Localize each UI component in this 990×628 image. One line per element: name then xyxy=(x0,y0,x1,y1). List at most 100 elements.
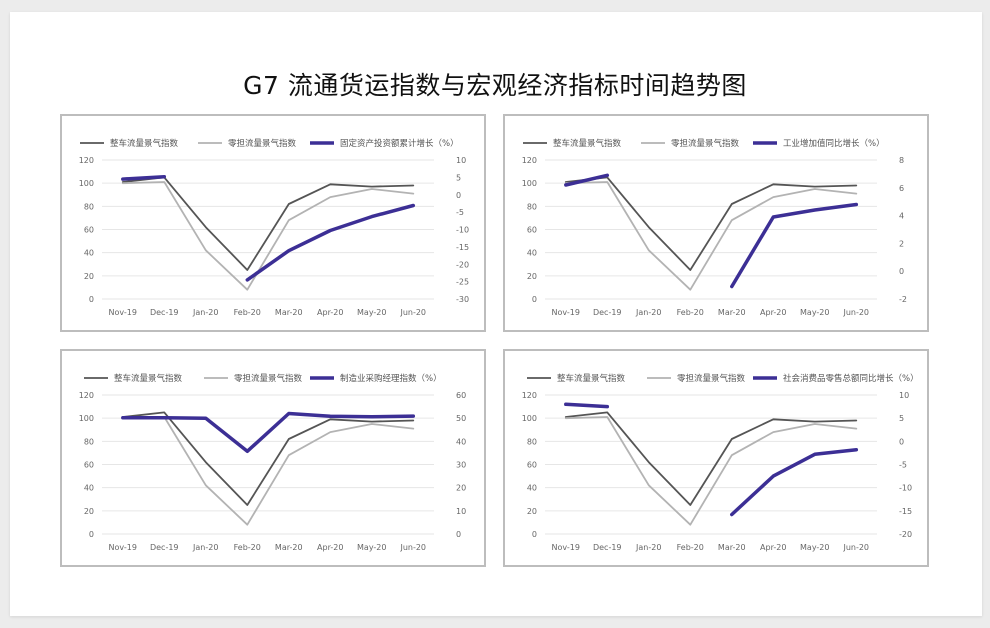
y-right-tick-label: 50 xyxy=(456,414,466,423)
chart-retail-sales: 0 20 40 60 80 100 120 -20 -15 -10 -5 0 5 10 Nov-19 Dec-… xyxy=(522,373,919,552)
x-tick-label: Dec-19 xyxy=(593,543,622,552)
x-tick-label: May-20 xyxy=(800,308,829,317)
x-tick-label: Jan-20 xyxy=(635,543,661,552)
page-title: G7 流通货运指数与宏观经济指标时间趋势图 xyxy=(243,71,747,100)
y-right-tick-label: -20 xyxy=(456,260,469,269)
x-tick-label: Mar-20 xyxy=(275,543,303,552)
y-right-tick-label: -10 xyxy=(456,226,469,235)
x-tick-label: Mar-20 xyxy=(718,543,746,552)
y-right-tick-label: -30 xyxy=(456,295,469,304)
y-right-tick-label: 60 xyxy=(456,391,466,400)
series-line-1 xyxy=(121,176,415,271)
y-left-tick-label: 120 xyxy=(79,156,94,165)
chart-fixed-asset-investment: 0 20 40 60 80 100 120 -30 -25 -20 -15 -10 -5 0 5 10 Nov-… xyxy=(79,138,469,317)
legend-label: 零担流量景气指数 xyxy=(677,373,746,384)
y-right-tick-label: -10 xyxy=(899,484,912,493)
y-right-tick-label: -20 xyxy=(899,530,912,539)
legend-label: 固定资产投资额累计增长（%） xyxy=(340,138,459,149)
legend-label: 零担流量景气指数 xyxy=(234,373,303,384)
x-tick-label: Jun-20 xyxy=(399,543,426,552)
y-right-tick-label: 5 xyxy=(899,414,904,423)
y-left-tick-label: 60 xyxy=(527,226,537,235)
legend-label: 制造业采购经理指数（%） xyxy=(340,373,442,384)
chart-industrial-value-added: 0 20 40 60 80 100 120 -2 0 2 4 6 8 Nov-19 Dec-19 Jan-20… xyxy=(522,138,907,317)
x-tick-label: May-20 xyxy=(357,308,386,317)
y-right-tick-label: -5 xyxy=(456,208,464,217)
y-left-tick-label: 40 xyxy=(84,249,94,258)
y-left-tick-label: 120 xyxy=(522,156,537,165)
y-left-tick-label: 20 xyxy=(84,272,94,281)
series-line-3 xyxy=(245,203,416,282)
x-tick-label: Mar-20 xyxy=(718,308,746,317)
legend-label: 整车流量景气指数 xyxy=(557,373,626,384)
series-line-1 xyxy=(121,411,415,506)
y-left-tick-label: 20 xyxy=(527,272,537,281)
x-tick-label: Jun-20 xyxy=(399,308,426,317)
y-right-tick-label: -2 xyxy=(899,295,907,304)
chart-manufacturing-pmi: 0 20 40 60 80 100 120 0 10 20 30 40 50 60 Nov-19 Dec-19… xyxy=(79,373,466,552)
y-left-tick-label: 80 xyxy=(527,437,537,446)
x-tick-label: Nov-19 xyxy=(552,308,580,317)
y-left-tick-label: 0 xyxy=(532,295,537,304)
y-left-tick-label: 80 xyxy=(84,437,94,446)
y-left-tick-label: 20 xyxy=(527,507,537,516)
y-left-tick-label: 60 xyxy=(84,226,94,235)
y-left-tick-label: 80 xyxy=(84,202,94,211)
y-left-tick-label: 120 xyxy=(79,391,94,400)
y-left-tick-label: 60 xyxy=(84,461,94,470)
y-right-tick-label: 0 xyxy=(899,437,904,446)
y-left-tick-label: 60 xyxy=(527,461,537,470)
x-tick-label: Nov-19 xyxy=(109,543,137,552)
series-line-3 xyxy=(564,173,610,187)
y-right-tick-label: 40 xyxy=(456,437,466,446)
legend-label: 零担流量景气指数 xyxy=(671,138,740,149)
series-line-1 xyxy=(564,411,858,506)
x-tick-label: Mar-20 xyxy=(275,308,303,317)
y-right-tick-label: -15 xyxy=(899,507,912,516)
x-tick-label: Jun-20 xyxy=(842,543,869,552)
x-tick-label: Apr-20 xyxy=(317,308,343,317)
x-tick-label: Feb-20 xyxy=(234,308,261,317)
x-tick-label: Dec-19 xyxy=(593,308,622,317)
series-line-1 xyxy=(564,176,858,271)
y-left-tick-label: 100 xyxy=(79,179,94,188)
x-tick-label: Jun-20 xyxy=(842,308,869,317)
y-right-tick-label: 4 xyxy=(899,212,904,221)
y-right-tick-label: 5 xyxy=(456,173,461,182)
series-line-3 xyxy=(730,447,859,517)
y-right-tick-label: 10 xyxy=(456,507,466,516)
y-left-tick-label: 100 xyxy=(522,414,537,423)
legend-label: 整车流量景气指数 xyxy=(553,138,622,149)
series-line-3 xyxy=(121,174,167,181)
y-right-tick-label: 10 xyxy=(899,391,909,400)
x-tick-label: Apr-20 xyxy=(760,543,786,552)
x-tick-label: Apr-20 xyxy=(760,308,786,317)
chart-panel-retail-sales: 0 20 40 60 80 100 120 -20 -15 -10 -5 0 5 10 Nov-19 Dec-… xyxy=(503,349,929,567)
x-tick-label: Apr-20 xyxy=(317,543,343,552)
y-right-tick-label: 0 xyxy=(456,530,461,539)
y-right-tick-label: 10 xyxy=(456,156,466,165)
y-left-tick-label: 40 xyxy=(527,484,537,493)
legend-label: 整车流量景气指数 xyxy=(110,138,179,149)
legend-label: 社会消费品零售总额同比增长（%） xyxy=(783,373,919,384)
x-tick-label: May-20 xyxy=(800,543,829,552)
y-left-tick-label: 40 xyxy=(84,484,94,493)
x-tick-label: Nov-19 xyxy=(109,308,137,317)
chart-panel-manufacturing-pmi: 0 20 40 60 80 100 120 0 10 20 30 40 50 60 Nov-19 Dec-19… xyxy=(60,349,486,567)
chart-panel-fixed-asset-investment: 0 20 40 60 80 100 120 -30 -25 -20 -15 -10 -5 0 5 10 Nov-… xyxy=(60,114,486,332)
series-line-3 xyxy=(121,411,416,454)
y-left-tick-label: 40 xyxy=(527,249,537,258)
y-right-tick-label: -15 xyxy=(456,243,469,252)
x-tick-label: May-20 xyxy=(357,543,386,552)
legend-label: 零担流量景气指数 xyxy=(228,138,297,149)
x-tick-label: Nov-19 xyxy=(552,543,580,552)
y-left-tick-label: 120 xyxy=(522,391,537,400)
y-left-tick-label: 20 xyxy=(84,507,94,516)
y-left-tick-label: 0 xyxy=(89,530,94,539)
x-tick-label: Dec-19 xyxy=(150,543,179,552)
y-right-tick-label: -25 xyxy=(456,278,469,287)
legend-label: 整车流量景气指数 xyxy=(114,373,183,384)
legend-label: 工业增加值同比增长（%） xyxy=(783,138,885,149)
y-right-tick-label: -5 xyxy=(899,461,907,470)
x-tick-label: Jan-20 xyxy=(192,308,218,317)
